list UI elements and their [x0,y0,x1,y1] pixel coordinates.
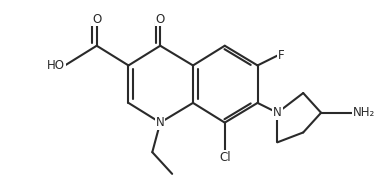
Text: N: N [273,106,282,119]
Text: N: N [156,116,164,129]
Text: HO: HO [47,59,65,72]
Text: NH₂: NH₂ [353,106,375,119]
Text: O: O [92,13,101,26]
Text: F: F [278,49,284,62]
Text: O: O [156,13,165,26]
Text: Cl: Cl [219,151,230,164]
